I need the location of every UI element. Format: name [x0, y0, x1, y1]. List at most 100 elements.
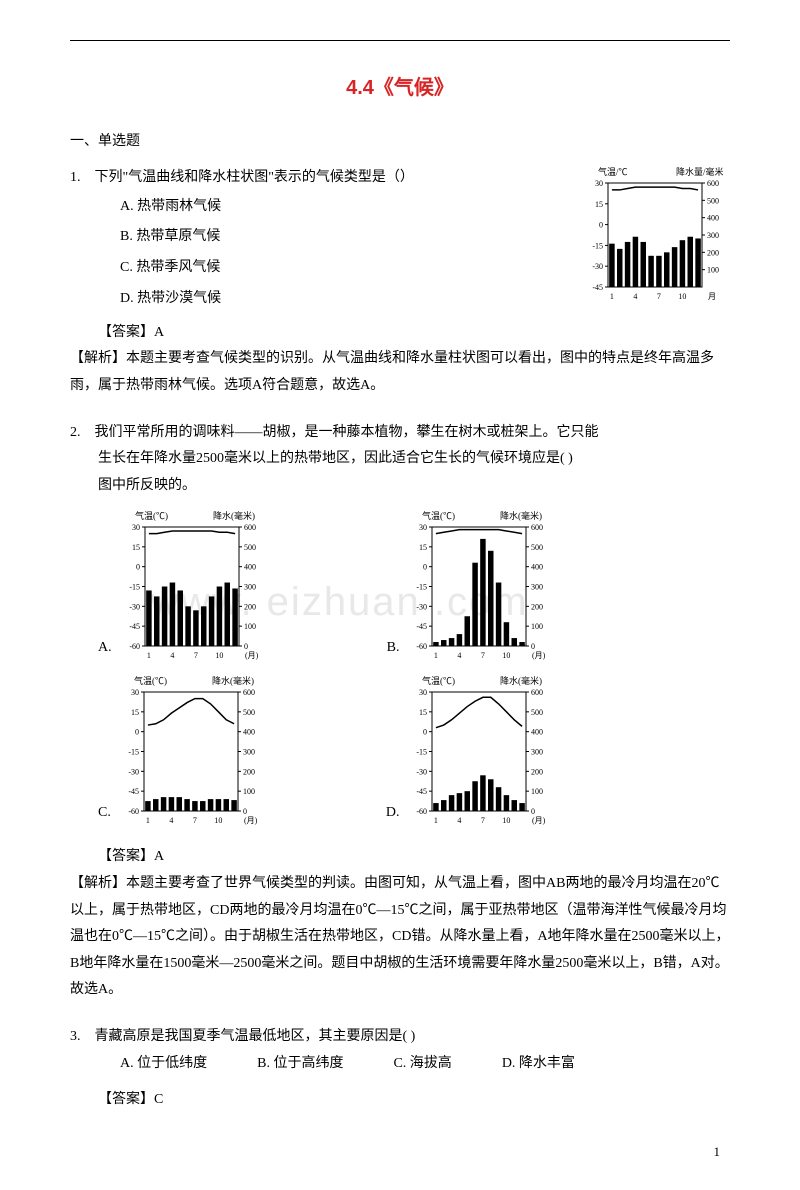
svg-text:600: 600: [243, 688, 255, 697]
top-rule: [70, 40, 730, 41]
svg-text:400: 400: [707, 214, 719, 223]
q1-text: 下列"气温曲线和降水柱状图"表示的气候类型是（）: [95, 170, 414, 185]
q1-option-a: A. 热带雨林气候: [120, 192, 570, 223]
svg-text:7: 7: [657, 292, 661, 301]
svg-text:0: 0: [531, 807, 535, 816]
q2-l1: 我们平常所用的调味料——胡椒，是一种藤本植物，攀生在树木或桩架上。它只能: [95, 425, 599, 440]
svg-text:4: 4: [169, 816, 173, 825]
svg-text:100: 100: [243, 788, 255, 797]
svg-text:500: 500: [707, 196, 719, 205]
svg-text:7: 7: [193, 816, 197, 825]
svg-text:200: 200: [243, 768, 255, 777]
svg-text:400: 400: [244, 563, 256, 572]
svg-text:100: 100: [531, 623, 543, 632]
svg-text:-45: -45: [129, 623, 140, 632]
svg-text:10: 10: [503, 816, 511, 825]
svg-text:300: 300: [244, 583, 256, 592]
svg-text:气温(℃): 气温(℃): [422, 675, 455, 686]
svg-text:500: 500: [531, 708, 543, 717]
q1-option-c: C. 热带季风气候: [120, 253, 570, 284]
svg-text:30: 30: [419, 688, 427, 697]
svg-text:(月): (月): [245, 651, 259, 660]
svg-text:-30: -30: [128, 768, 139, 777]
q1-option-d: D. 热带沙漠气候: [120, 284, 570, 315]
svg-text:4: 4: [170, 651, 174, 660]
svg-text:500: 500: [243, 708, 255, 717]
svg-text:400: 400: [531, 563, 543, 572]
q2-chart-c: 气温(℃)降水(毫米)30150-15-30-45-60600500400300…: [116, 674, 266, 829]
svg-text:-60: -60: [417, 807, 428, 816]
svg-text:气温/℃: 气温/℃: [598, 166, 628, 177]
svg-text:降水(毫米): 降水(毫米): [500, 675, 542, 686]
q2-label-b: B.: [387, 635, 400, 662]
svg-text:-30: -30: [417, 768, 428, 777]
svg-text:(月): (月): [532, 651, 546, 660]
svg-text:-15: -15: [592, 241, 603, 250]
svg-text:7: 7: [194, 651, 198, 660]
svg-text:4: 4: [458, 816, 462, 825]
svg-text:降水(毫米): 降水(毫米): [213, 510, 255, 521]
q3-num: 3.: [70, 1029, 81, 1044]
svg-text:4: 4: [633, 292, 637, 301]
svg-text:400: 400: [531, 728, 543, 737]
svg-text:降水量/毫米: 降水量/毫米: [676, 166, 724, 177]
svg-text:300: 300: [243, 748, 255, 757]
svg-text:7: 7: [481, 816, 485, 825]
svg-text:300: 300: [707, 231, 719, 240]
svg-text:(月): (月): [532, 816, 546, 825]
q1-explain: 【解析】本题主要考查气候类型的识别。从气温曲线和降水量柱状图可以看出，图中的特点…: [70, 346, 730, 399]
q3-option-c: C. 海拔高: [393, 1051, 451, 1078]
svg-text:30: 30: [419, 523, 427, 532]
svg-text:600: 600: [531, 523, 543, 532]
svg-text:0: 0: [243, 807, 247, 816]
svg-text:600: 600: [707, 179, 719, 188]
svg-text:降水(毫米): 降水(毫米): [500, 510, 542, 521]
svg-text:4: 4: [458, 651, 462, 660]
svg-text:1: 1: [434, 651, 438, 660]
q2-l2: 生长在年降水量2500毫米以上的热带地区，因此适合它生长的气候环境应是( ): [70, 446, 730, 473]
q1-answer: 【答案】A: [70, 320, 730, 347]
q2-chart-d: 气温(℃)降水(毫米)30150-15-30-45-60600500400300…: [404, 674, 554, 829]
question-1: 1. 下列"气温曲线和降水柱状图"表示的气候类型是（） A. 热带雨林气候 B.…: [70, 165, 730, 400]
svg-text:气温(℃): 气温(℃): [422, 510, 455, 521]
page-title: 4.4《气候》: [70, 71, 730, 100]
svg-text:-30: -30: [417, 603, 428, 612]
q2-explain: 【解析】本题主要考查了世界气候类型的判读。由图可知，从气温上看，图中AB两地的最…: [70, 871, 730, 1004]
svg-text:0: 0: [423, 563, 427, 572]
svg-text:15: 15: [595, 200, 603, 209]
svg-text:30: 30: [595, 179, 603, 188]
svg-text:0: 0: [423, 728, 427, 737]
svg-text:100: 100: [244, 623, 256, 632]
svg-text:-45: -45: [128, 788, 139, 797]
svg-text:0: 0: [135, 728, 139, 737]
svg-text:15: 15: [419, 543, 427, 552]
page-number: 1: [70, 1144, 730, 1160]
svg-text:15: 15: [131, 708, 139, 717]
svg-text:100: 100: [531, 788, 543, 797]
q1-option-b: B. 热带草原气候: [120, 222, 570, 253]
svg-text:0: 0: [599, 221, 603, 230]
svg-text:200: 200: [531, 768, 543, 777]
svg-text:600: 600: [244, 523, 256, 532]
svg-text:7: 7: [481, 651, 485, 660]
q2-label-a: A.: [98, 635, 112, 662]
svg-text:1: 1: [147, 651, 151, 660]
svg-text:-45: -45: [417, 788, 428, 797]
svg-text:-45: -45: [417, 623, 428, 632]
q3-option-a: A. 位于低纬度: [120, 1051, 207, 1078]
svg-text:-60: -60: [417, 642, 428, 651]
svg-text:10: 10: [503, 651, 511, 660]
q3-text: 青藏高原是我国夏季气温最低地区，其主要原因是( ): [95, 1029, 416, 1044]
question-2: 2. 我们平常所用的调味料——胡椒，是一种藤本植物，攀生在树木或桩架上。它只能 …: [70, 420, 730, 1004]
q3-answer: 【答案】C: [70, 1087, 730, 1114]
svg-text:月: 月: [708, 292, 716, 301]
svg-text:30: 30: [131, 688, 139, 697]
q2-num: 2.: [70, 425, 81, 440]
q1-num: 1.: [70, 170, 81, 185]
svg-text:300: 300: [531, 583, 543, 592]
q2-label-d: D.: [386, 800, 400, 827]
q2-l3: 图中所反映的。: [70, 473, 730, 500]
svg-text:-15: -15: [417, 583, 428, 592]
svg-text:1: 1: [146, 816, 150, 825]
svg-text:0: 0: [136, 563, 140, 572]
